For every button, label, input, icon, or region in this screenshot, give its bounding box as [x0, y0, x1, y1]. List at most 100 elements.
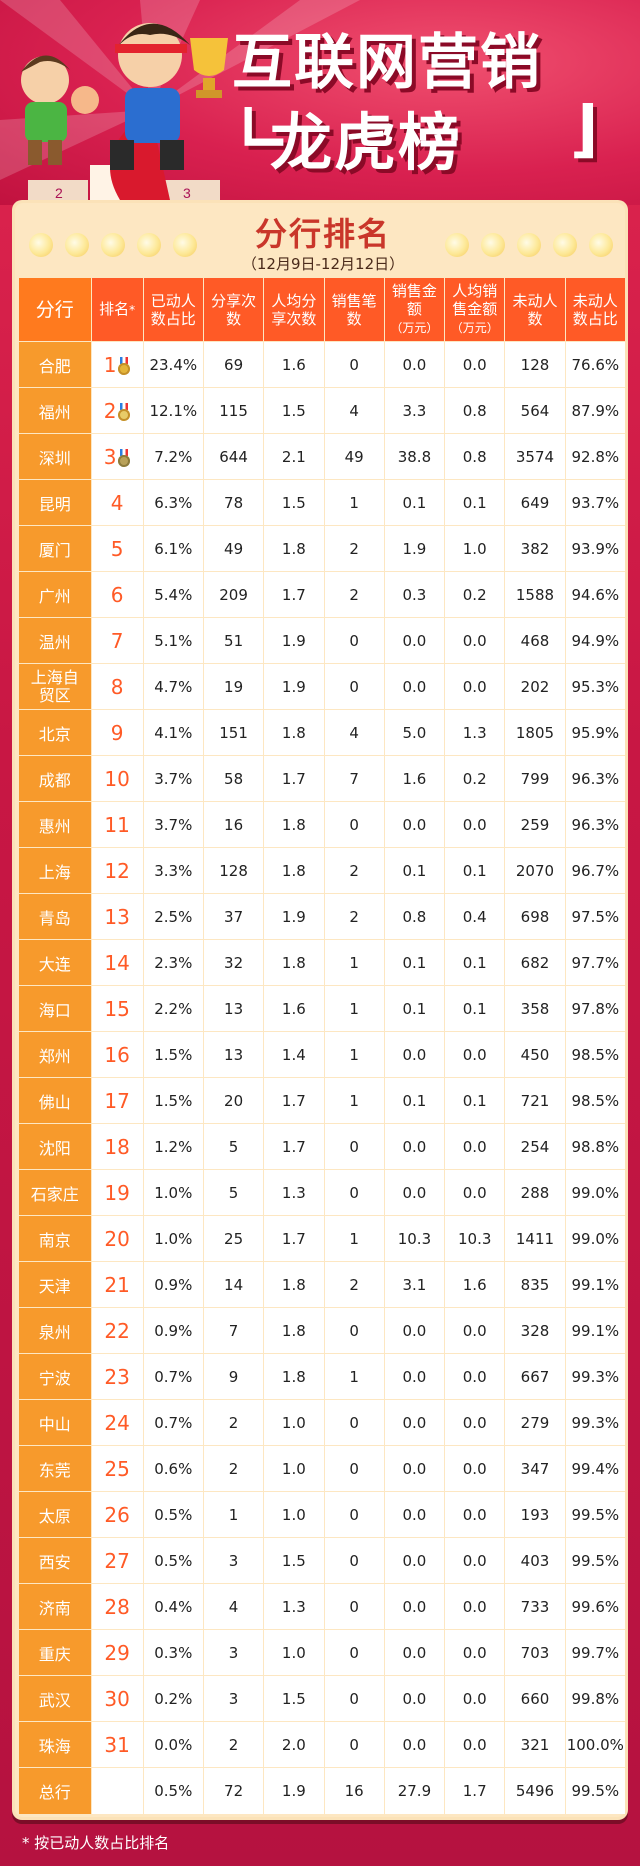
cell-value: 27 [104, 1548, 130, 1573]
table-cell: 644 [203, 434, 264, 479]
cell-value: 703 [520, 1643, 550, 1662]
table-cell: 0.0 [384, 1032, 445, 1077]
table-cell: 4 [324, 388, 384, 433]
table-cell: 2.5% [143, 894, 203, 939]
table-cell: 2 [203, 1400, 264, 1445]
cell-value: 733 [520, 1597, 550, 1616]
table-row: 泉州 22 0.9% 7 1.8 0 0.0 0.0 328 99.1% [19, 1308, 625, 1353]
cell-value: 682 [520, 953, 550, 972]
cell-value: 0.0 [402, 1643, 427, 1662]
table-row: 南京 20 1.0% 25 1.7 1 10.3 10.3 1411 99.0% [19, 1216, 625, 1261]
table-row: 重庆 29 0.3% 3 1.0 0 0.0 0.0 703 99.7% [19, 1630, 625, 1675]
rank-number: 1 [91, 342, 143, 387]
cell-value: 49 [344, 447, 364, 466]
cell-value: 0 [349, 1321, 359, 1340]
rank-number: 28 [91, 1584, 143, 1629]
table-cell: 403 [505, 1538, 565, 1583]
table-cell: 0.0 [384, 1722, 445, 1767]
cell-value: 23 [104, 1364, 130, 1389]
cell-value: 0 [349, 631, 359, 650]
table-cell: 259 [505, 802, 565, 847]
cell-value: 1.7 [281, 1137, 306, 1156]
branch-name: 泉州 [19, 1308, 91, 1353]
rank-number: 18 [91, 1124, 143, 1169]
table-cell: 10.3 [384, 1216, 445, 1261]
rank-number: 24 [91, 1400, 143, 1445]
table-cell: 288 [505, 1170, 565, 1215]
rank-number: 22 [91, 1308, 143, 1353]
table-cell: 4 [324, 710, 384, 755]
table-cell: 1.8 [264, 1262, 324, 1307]
cell-value: 18 [104, 1134, 130, 1159]
cell-value: 99.5% [571, 1505, 620, 1524]
table-cell: 51 [203, 618, 264, 663]
table-cell: 0.0 [445, 1170, 505, 1215]
table-cell: 0.5% [143, 1492, 203, 1537]
cell-value: 1.7 [281, 1229, 306, 1248]
branch-name: 大连 [19, 940, 91, 985]
column-header: 已动人数占比 [143, 278, 203, 341]
cell-value: 1 [349, 953, 359, 972]
cell-value: 0 [349, 1735, 359, 1754]
branch-name: 济南 [19, 1584, 91, 1629]
table-cell: 0.0 [445, 802, 505, 847]
cell-value: 1.9 [281, 907, 306, 926]
cell-value: 3574 [515, 447, 555, 466]
cell-value: 1411 [515, 1229, 555, 1248]
table-cell: 97.5% [565, 894, 625, 939]
cell-value: 0.4 [462, 907, 487, 926]
cell-value: 96.3% [571, 815, 620, 834]
table-cell: 0.3% [143, 1630, 203, 1675]
table-cell: 0.0 [384, 1676, 445, 1721]
table-cell: 0.0 [384, 1446, 445, 1491]
table-cell: 2.3% [143, 940, 203, 985]
table-cell: 1.3 [264, 1170, 324, 1215]
cell-value: 0.4% [154, 1597, 193, 1616]
cell-value: 96.3% [571, 769, 620, 788]
table-cell: 1.5% [143, 1078, 203, 1123]
cell-value: 3.7% [154, 769, 193, 788]
table-cell: 95.3% [565, 664, 625, 709]
cell-value: 24 [104, 1410, 130, 1435]
table-cell: 93.9% [565, 526, 625, 571]
cell-value: 0.0 [462, 1551, 487, 1570]
table-cell: 2 [324, 894, 384, 939]
table-row: 佛山 17 1.5% 20 1.7 1 0.1 0.1 721 98.5% [19, 1078, 625, 1123]
table-cell: 1 [203, 1492, 264, 1537]
cell-value: 5 [110, 536, 124, 561]
table-cell: 0.0 [384, 1354, 445, 1399]
branch-name: 上海 [19, 848, 91, 893]
table-cell: 0.0 [384, 618, 445, 663]
table-cell: 0.0% [143, 1722, 203, 1767]
silver-medal-icon [118, 403, 131, 421]
cell-value: 7 [349, 769, 359, 788]
cell-value: 0.3 [402, 585, 427, 604]
cell-value: 3 [228, 1643, 239, 1662]
table-cell: 99.6% [565, 1584, 625, 1629]
table-cell: 721 [505, 1078, 565, 1123]
table-cell: 1.0% [143, 1216, 203, 1261]
cell-value: 0.1 [402, 1091, 427, 1110]
cell-value: 3 [228, 1689, 239, 1708]
cell-value: 87.9% [571, 401, 620, 420]
table-row: 上海 12 3.3% 128 1.8 2 0.1 0.1 2070 96.7% [19, 848, 625, 893]
cell-value: 合肥 [38, 356, 71, 376]
cell-value: 698 [520, 907, 550, 926]
table-cell: 99.3% [565, 1400, 625, 1445]
table-cell: 3.7% [143, 802, 203, 847]
table-cell: 0.6% [143, 1446, 203, 1491]
table-cell: 1.7 [264, 1124, 324, 1169]
cell-value: 郑州 [38, 1046, 71, 1066]
cell-value: 0.1 [462, 493, 487, 512]
table-cell: 2.0 [264, 1722, 324, 1767]
branch-name: 成都 [19, 756, 91, 801]
table-cell: 37 [203, 894, 264, 939]
cell-value: 2 [228, 1735, 239, 1754]
cell-value: 28 [104, 1594, 130, 1619]
decor-dot-icon [445, 233, 469, 257]
cell-value: 3.3% [154, 861, 193, 880]
cell-value: 254 [520, 1137, 550, 1156]
rank-number: 30 [91, 1676, 143, 1721]
cell-value: 99.4% [571, 1459, 620, 1478]
table-cell: 0.9% [143, 1262, 203, 1307]
